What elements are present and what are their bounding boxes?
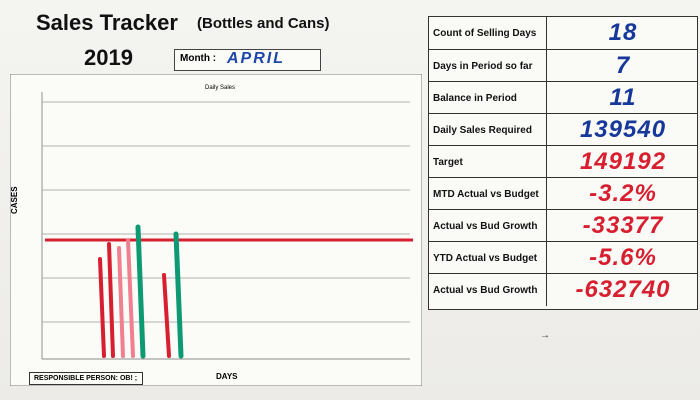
kpi-row-days-in-period: Days in Period so far 7 [429,49,697,82]
kpi-value: 149192 [579,148,667,175]
kpi-row-target: Target 149192 [429,145,697,178]
kpi-label: Balance in Period [429,82,547,114]
kpi-label: Actual vs Bud Growth [429,274,547,306]
kpi-row-balance-in-period: Balance in Period 11 [429,81,697,114]
bar-day-2 [107,242,115,358]
kpi-value: -33377 [582,212,664,239]
responsible-person-box: RESPONSIBLE PERSON: OB! ; [29,372,143,385]
bar-day-3 [117,246,125,358]
bar-day-7 [173,231,184,359]
x-axis-label: DAYS [216,372,238,381]
kpi-value: -5.6% [589,244,657,271]
kpi-row-mtd-actual-vs-budget: MTD Actual vs Budget -3.2% [429,177,697,210]
month-value: APRIL [227,50,285,67]
daily-sales-chart: Daily Sales [10,74,422,386]
sales-tracker-subtitle: (Bottles and Cans) [197,15,330,32]
y-axis [41,92,410,360]
y-axis-label: CASES [10,186,19,214]
kpi-value: 139540 [579,116,667,143]
kpi-label: Days in Period so far [429,50,547,82]
kpi-label: Actual vs Bud Growth [429,210,547,242]
month-box[interactable]: Month : APRIL [174,49,321,71]
kpi-row-actual-vs-bud-growth-2: Actual vs Bud Growth -632740 [429,273,697,306]
chart-title: Daily Sales [205,85,235,91]
year-label: 2019 [84,45,133,70]
bar-day-5 [135,224,146,359]
kpi-row-count-of-selling-days: Count of Selling Days 18 [429,17,697,49]
kpi-label: Daily Sales Required [429,114,547,146]
sales-tracker-title: Sales Tracker [36,10,178,35]
month-label: Month : [180,53,217,64]
bar-day-6 [162,273,171,358]
kpi-label: MTD Actual vs Budget [429,178,547,210]
kpi-value: -632740 [575,276,671,303]
kpi-row-daily-sales-required: Daily Sales Required 139540 [429,113,697,146]
kpi-value: 7 [615,52,631,79]
chart-frame [10,74,422,386]
kpi-table: Count of Selling Days 18 Days in Period … [428,16,698,310]
kpi-label: Target [429,146,547,178]
bar-day-1 [98,257,106,358]
kpi-row-ytd-actual-vs-budget: YTD Actual vs Budget -5.6% [429,241,697,274]
kpi-label: YTD Actual vs Budget [429,242,547,274]
grid-lines [42,101,410,323]
daily-bars [98,224,184,359]
kpi-value: 18 [608,19,638,46]
bar-day-4 [126,238,135,358]
kpi-row-actual-vs-bud-growth-1: Actual vs Bud Growth -33377 [429,209,697,242]
kpi-label: Count of Selling Days [429,17,547,49]
kpi-value: -3.2% [589,180,657,207]
arrow-marker: → [540,330,550,341]
kpi-value: 11 [609,84,637,111]
